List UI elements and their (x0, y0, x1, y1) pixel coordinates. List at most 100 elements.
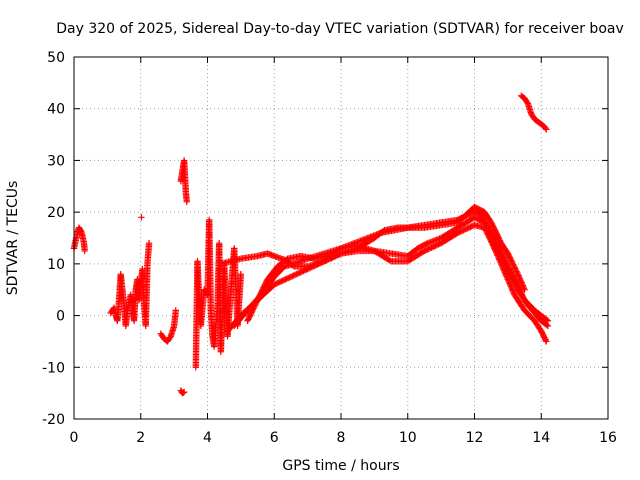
data-point (282, 276, 289, 283)
y-tick-label: 40 (47, 102, 65, 118)
data-point (246, 313, 253, 320)
x-tick-label: 16 (599, 430, 617, 446)
x-tick-label: 0 (70, 430, 79, 446)
data-point (138, 214, 145, 221)
data-point (454, 229, 462, 237)
data-point (421, 247, 428, 255)
data-point (513, 268, 520, 275)
y-tick-label: 50 (47, 50, 65, 66)
data-point (261, 281, 269, 289)
data-point (495, 244, 503, 251)
data-point (487, 236, 494, 244)
data-point (260, 284, 267, 291)
data-point (520, 283, 527, 291)
data-point (430, 243, 438, 250)
data-point (494, 233, 502, 240)
y-tick-label: 30 (47, 153, 65, 169)
data-point (507, 271, 514, 278)
x-tick-label: 2 (136, 430, 145, 446)
data-point (506, 269, 514, 277)
data-point (456, 228, 463, 236)
data-point (506, 280, 513, 287)
data-point (276, 278, 284, 286)
y-tick-label: 20 (47, 205, 65, 221)
data-point (512, 266, 520, 274)
data-point (279, 277, 286, 284)
data-point (253, 299, 260, 307)
data-point (300, 267, 307, 275)
data-point (521, 286, 528, 293)
data-point (481, 225, 489, 233)
data-point (513, 283, 520, 291)
data-point (504, 265, 512, 273)
data-marks (70, 92, 552, 397)
data-point (510, 278, 518, 285)
data-point (249, 306, 257, 313)
data-point (509, 287, 516, 294)
x-axis-label: GPS time / hours (282, 458, 399, 474)
data-point (483, 228, 490, 235)
data-point (489, 242, 497, 249)
data-point (520, 285, 528, 292)
data-point (180, 388, 188, 396)
data-point (496, 245, 504, 253)
data-point (258, 288, 265, 295)
data-point (523, 99, 531, 106)
data-point (486, 235, 494, 242)
data-point (432, 242, 439, 249)
data-point (460, 227, 467, 234)
data-point (273, 280, 281, 287)
data-point (509, 259, 516, 267)
data-point (284, 274, 292, 282)
data-point (512, 282, 520, 289)
y-tick-label: 10 (47, 257, 65, 273)
data-point (316, 260, 324, 267)
data-point (542, 124, 549, 132)
data-point (294, 270, 302, 277)
data-point (487, 238, 495, 245)
y-axis-label: SDTVAR / TECUs (5, 181, 21, 296)
x-tick-label: 8 (337, 430, 346, 446)
data-point (517, 276, 524, 284)
data-point (257, 291, 264, 298)
data-point (505, 267, 512, 274)
data-point (462, 225, 470, 233)
data-point (496, 237, 504, 244)
data-point (336, 245, 343, 253)
data-point (489, 222, 496, 229)
data-point (507, 255, 514, 263)
data-point (504, 274, 511, 282)
data-point (145, 239, 153, 247)
data-point (424, 246, 431, 253)
data-point (247, 310, 255, 318)
data-point (481, 224, 488, 231)
data-point (386, 257, 393, 264)
data-point (491, 226, 498, 233)
data-point (297, 269, 304, 276)
data-point (495, 235, 503, 243)
data-point (422, 247, 430, 254)
data-point (483, 229, 491, 237)
data-point (510, 276, 517, 284)
y-tick-label: -20 (42, 412, 65, 428)
data-point (262, 280, 269, 287)
data-point (81, 247, 88, 255)
data-point (488, 220, 496, 228)
data-point (487, 219, 495, 226)
data-point (286, 274, 293, 281)
x-tick-label: 4 (203, 430, 212, 446)
data-point (245, 316, 252, 323)
data-point (511, 279, 518, 287)
data-point (464, 225, 471, 232)
data-point (237, 271, 245, 278)
data-point (511, 264, 518, 271)
data-point (542, 336, 549, 344)
data-point (510, 261, 517, 268)
data-point (506, 254, 514, 261)
data-point (278, 278, 285, 285)
data-point (468, 223, 475, 230)
data-point (311, 262, 318, 269)
data-point (307, 264, 314, 271)
chart-title: Day 320 of 2025, Sidereal Day-to-day VTE… (56, 21, 624, 37)
data-point (309, 263, 317, 270)
